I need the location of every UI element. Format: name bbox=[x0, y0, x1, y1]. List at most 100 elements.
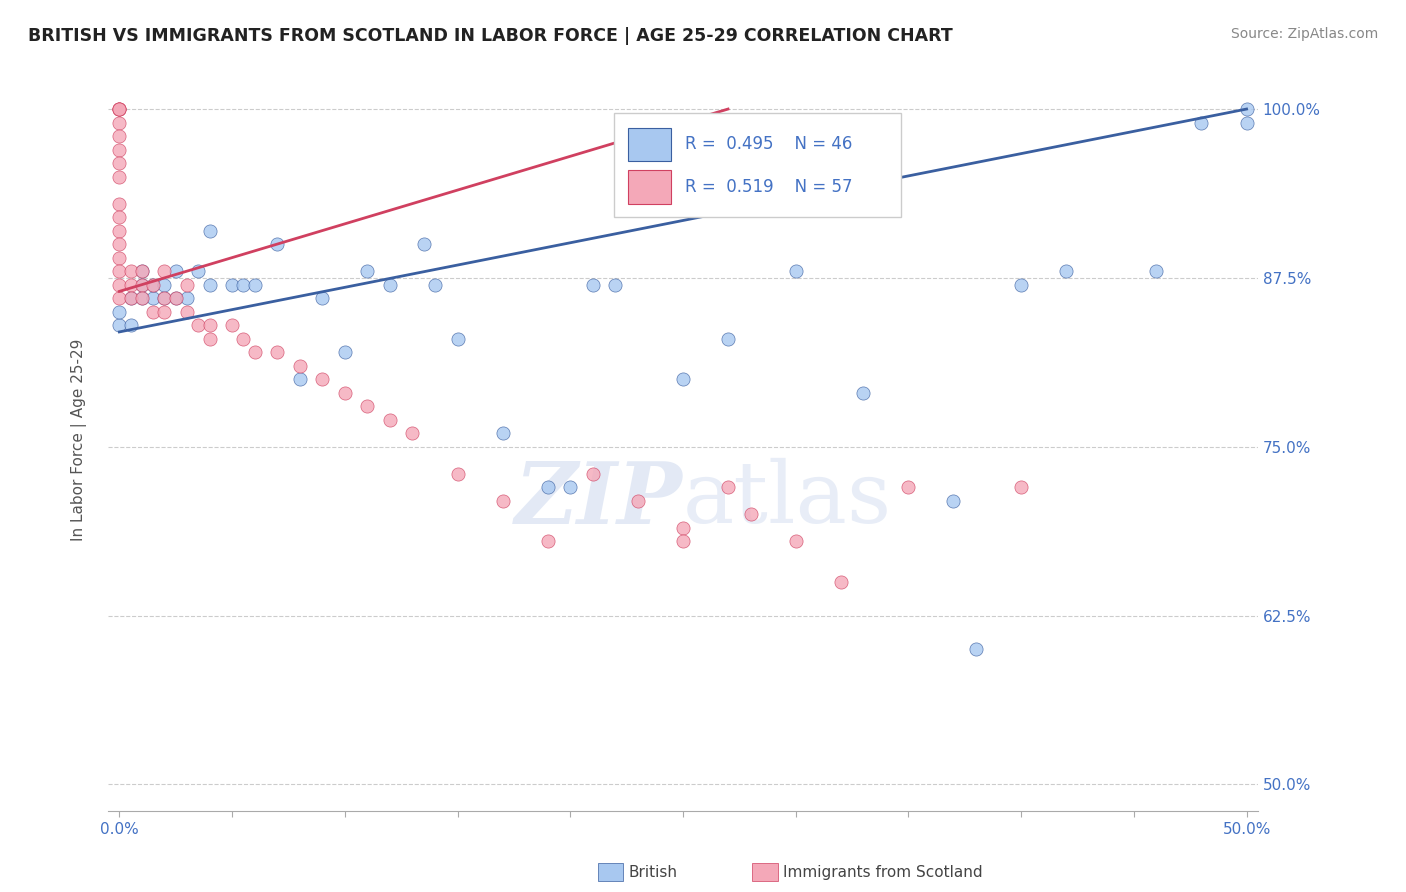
Point bbox=[1010, 480, 1032, 494]
FancyBboxPatch shape bbox=[627, 128, 672, 161]
Point bbox=[740, 508, 762, 522]
Point bbox=[785, 264, 807, 278]
Text: BRITISH VS IMMIGRANTS FROM SCOTLAND IN LABOR FORCE | AGE 25-29 CORRELATION CHART: BRITISH VS IMMIGRANTS FROM SCOTLAND IN L… bbox=[28, 27, 953, 45]
Point bbox=[108, 277, 131, 292]
Point bbox=[108, 115, 131, 129]
Point bbox=[165, 264, 187, 278]
Point bbox=[165, 291, 187, 305]
Point bbox=[176, 277, 198, 292]
Point bbox=[142, 291, 165, 305]
Point bbox=[491, 426, 513, 441]
Point bbox=[176, 291, 198, 305]
Point bbox=[108, 264, 131, 278]
Point bbox=[108, 237, 131, 252]
Point bbox=[423, 277, 446, 292]
Point bbox=[852, 385, 875, 400]
Point bbox=[120, 264, 142, 278]
Text: British: British bbox=[628, 865, 678, 880]
Point bbox=[187, 264, 209, 278]
Point bbox=[1144, 264, 1167, 278]
Point bbox=[120, 291, 142, 305]
Point bbox=[333, 345, 356, 359]
Point bbox=[266, 237, 288, 252]
Point bbox=[560, 480, 582, 494]
Point bbox=[785, 534, 807, 549]
Text: R =  0.519    N = 57: R = 0.519 N = 57 bbox=[685, 178, 853, 196]
Point bbox=[108, 143, 131, 157]
Point bbox=[288, 359, 311, 373]
Point bbox=[1236, 115, 1258, 129]
Point bbox=[537, 534, 560, 549]
Point bbox=[627, 493, 650, 508]
Point bbox=[266, 345, 288, 359]
Point bbox=[311, 291, 333, 305]
Point bbox=[108, 129, 131, 144]
Point bbox=[187, 318, 209, 333]
Point bbox=[131, 291, 153, 305]
Point bbox=[378, 413, 401, 427]
Point bbox=[165, 291, 187, 305]
Point bbox=[120, 291, 142, 305]
Point bbox=[108, 251, 131, 265]
Point bbox=[153, 264, 176, 278]
Point bbox=[108, 102, 131, 116]
Point bbox=[108, 210, 131, 224]
Point bbox=[142, 277, 165, 292]
Point bbox=[537, 480, 560, 494]
Point bbox=[108, 102, 131, 116]
Point bbox=[672, 521, 695, 535]
Text: R =  0.495    N = 46: R = 0.495 N = 46 bbox=[685, 136, 852, 153]
Point bbox=[446, 467, 468, 481]
Point bbox=[830, 574, 852, 589]
Point bbox=[142, 277, 165, 292]
Point bbox=[1010, 277, 1032, 292]
Point bbox=[198, 318, 221, 333]
Y-axis label: In Labor Force | Age 25-29: In Labor Force | Age 25-29 bbox=[72, 339, 87, 541]
Point bbox=[288, 372, 311, 386]
Point bbox=[108, 318, 131, 333]
Point bbox=[108, 224, 131, 238]
Point bbox=[108, 102, 131, 116]
Point bbox=[401, 426, 423, 441]
Point bbox=[153, 291, 176, 305]
Point bbox=[108, 169, 131, 184]
Point bbox=[1054, 264, 1077, 278]
Point bbox=[120, 277, 142, 292]
Point bbox=[131, 264, 153, 278]
Point bbox=[131, 277, 153, 292]
Point bbox=[333, 385, 356, 400]
Point bbox=[153, 291, 176, 305]
Point bbox=[131, 277, 153, 292]
Text: Source: ZipAtlas.com: Source: ZipAtlas.com bbox=[1230, 27, 1378, 41]
Point bbox=[176, 304, 198, 318]
Point bbox=[153, 277, 176, 292]
Point bbox=[198, 332, 221, 346]
Point bbox=[717, 480, 740, 494]
Point bbox=[491, 493, 513, 508]
Point bbox=[153, 304, 176, 318]
Point bbox=[965, 642, 987, 657]
Point bbox=[108, 102, 131, 116]
Point bbox=[378, 277, 401, 292]
Point bbox=[412, 237, 434, 252]
Point bbox=[221, 318, 243, 333]
Point bbox=[717, 332, 740, 346]
Point bbox=[120, 318, 142, 333]
Point bbox=[108, 156, 131, 170]
Point bbox=[198, 224, 221, 238]
Point bbox=[942, 493, 965, 508]
Point bbox=[356, 264, 378, 278]
Point bbox=[243, 277, 266, 292]
Point bbox=[131, 264, 153, 278]
Point bbox=[232, 277, 254, 292]
Point bbox=[142, 304, 165, 318]
Point bbox=[605, 277, 627, 292]
Point bbox=[356, 399, 378, 413]
FancyBboxPatch shape bbox=[627, 170, 672, 203]
Point bbox=[108, 304, 131, 318]
Point bbox=[672, 534, 695, 549]
Point bbox=[1191, 115, 1213, 129]
Text: ZIP: ZIP bbox=[515, 458, 683, 541]
Point bbox=[582, 277, 605, 292]
Point bbox=[221, 277, 243, 292]
